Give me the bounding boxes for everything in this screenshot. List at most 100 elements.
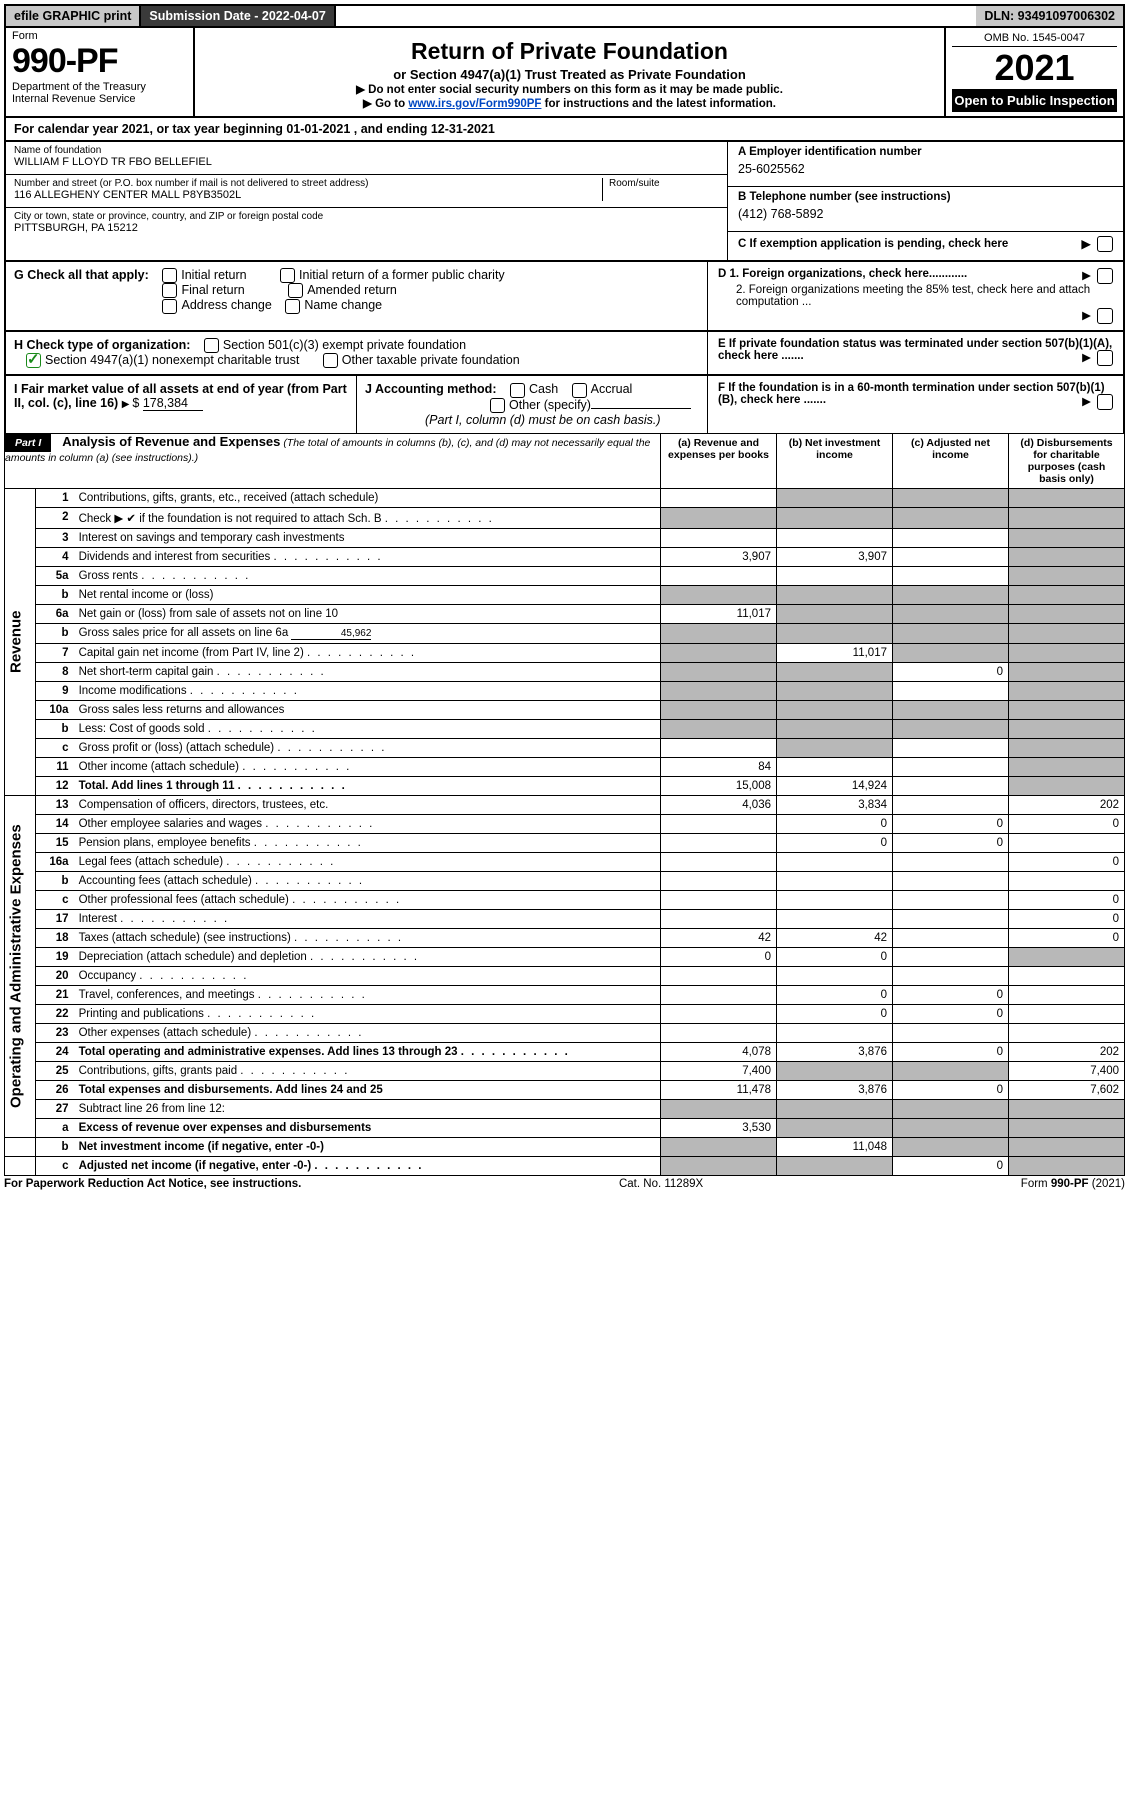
r27b-desc: Net investment income (if negative, ente… xyxy=(74,1137,661,1156)
r10b-num: b xyxy=(35,719,74,738)
r16a-d: 0 xyxy=(1009,852,1125,871)
r7-desc: Capital gain net income (from Part IV, l… xyxy=(74,643,661,662)
j-label: J Accounting method: xyxy=(365,382,496,396)
r18-b: 42 xyxy=(777,928,893,947)
g-opt-1: Final return xyxy=(181,283,244,297)
r7-b: 11,017 xyxy=(777,643,893,662)
r8-desc: Net short-term capital gain xyxy=(74,662,661,681)
footer-mid: Cat. No. 11289X xyxy=(619,1178,703,1190)
r25-desc: Contributions, gifts, grants paid xyxy=(74,1061,661,1080)
header-mid: Return of Private Foundation or Section … xyxy=(195,28,946,116)
r27c-num: c xyxy=(35,1156,74,1175)
r26-a: 11,478 xyxy=(661,1080,777,1099)
r14-c: 0 xyxy=(893,814,1009,833)
f-checkbox[interactable] xyxy=(1097,394,1113,410)
part1-table: Part I Analysis of Revenue and Expenses … xyxy=(4,433,1125,1176)
r4-b: 3,907 xyxy=(777,547,893,566)
top-bar: efile GRAPHIC print Submission Date - 20… xyxy=(4,4,1125,28)
r25-a: 7,400 xyxy=(661,1061,777,1080)
calendar-year-line: For calendar year 2021, or tax year begi… xyxy=(4,118,1125,142)
omb-number: OMB No. 1545-0047 xyxy=(952,32,1117,47)
g-final-checkbox[interactable] xyxy=(162,283,177,298)
r14-b: 0 xyxy=(777,814,893,833)
submission-date: Submission Date - 2022-04-07 xyxy=(141,6,335,26)
r13-d: 202 xyxy=(1009,795,1125,814)
col-c-header: (c) Adjusted net income xyxy=(893,433,1009,488)
j-accrual-checkbox[interactable] xyxy=(572,383,587,398)
r13-b: 3,834 xyxy=(777,795,893,814)
r24-num: 24 xyxy=(35,1042,74,1061)
h-other-checkbox[interactable] xyxy=(323,353,338,368)
g-address-checkbox[interactable] xyxy=(162,299,177,314)
r24-b: 3,876 xyxy=(777,1042,893,1061)
foundation-name: WILLIAM F LLOYD TR FBO BELLEFIEL xyxy=(14,156,719,168)
c-checkbox[interactable] xyxy=(1097,236,1113,252)
part1-title: Analysis of Revenue and Expenses xyxy=(54,434,280,449)
d1-checkbox[interactable] xyxy=(1097,268,1113,284)
form-header: Form 990-PF Department of the Treasury I… xyxy=(4,28,1125,118)
g-name-checkbox[interactable] xyxy=(285,299,300,314)
r24-c: 0 xyxy=(893,1042,1009,1061)
r15-num: 15 xyxy=(35,833,74,852)
r21-c: 0 xyxy=(893,985,1009,1004)
goto-link[interactable]: www.irs.gov/Form990PF xyxy=(408,98,541,110)
r13-a: 4,036 xyxy=(661,795,777,814)
h-4947-checkbox[interactable] xyxy=(26,353,41,368)
r18-d: 0 xyxy=(1009,928,1125,947)
entity-block: Name of foundation WILLIAM F LLOYD TR FB… xyxy=(4,142,1125,262)
r22-c: 0 xyxy=(893,1004,1009,1023)
calyear-text-b: , and ending xyxy=(350,122,431,136)
e-checkbox[interactable] xyxy=(1097,350,1113,366)
r19-b: 0 xyxy=(777,947,893,966)
r8-c: 0 xyxy=(893,662,1009,681)
goto-pre: ▶ Go to xyxy=(363,98,408,110)
section-h-row: H Check type of organization: Section 50… xyxy=(4,332,1125,376)
j-other-checkbox[interactable] xyxy=(490,398,505,413)
g-initial-checkbox[interactable] xyxy=(162,268,177,283)
footer-right: Form 990-PF (2021) xyxy=(1021,1178,1125,1190)
r2-desc: Check ▶ ✔ if the foundation is not requi… xyxy=(74,507,661,528)
name-label: Name of foundation xyxy=(14,145,719,156)
entity-left: Name of foundation WILLIAM F LLOYD TR FB… xyxy=(6,142,727,260)
r9-desc: Income modifications xyxy=(74,681,661,700)
r11-a: 84 xyxy=(661,757,777,776)
f-label: F If the foundation is in a 60-month ter… xyxy=(718,382,1105,406)
j-cash-checkbox[interactable] xyxy=(510,383,525,398)
r10a-desc: Gross sales less returns and allowances xyxy=(74,700,661,719)
tax-year: 2021 xyxy=(952,47,1117,89)
r12-a: 15,008 xyxy=(661,776,777,795)
r26-desc: Total expenses and disbursements. Add li… xyxy=(74,1080,661,1099)
r18-a: 42 xyxy=(661,928,777,947)
g-opt-4: Amended return xyxy=(307,283,397,297)
r16c-desc: Other professional fees (attach schedule… xyxy=(74,890,661,909)
d2-checkbox[interactable] xyxy=(1097,308,1113,324)
phone-label: B Telephone number (see instructions) xyxy=(738,191,1113,203)
j-note: (Part I, column (d) must be on cash basi… xyxy=(365,413,661,427)
r18-num: 18 xyxy=(35,928,74,947)
r14-d: 0 xyxy=(1009,814,1125,833)
city-label: City or town, state or province, country… xyxy=(14,211,719,222)
form-title: Return of Private Foundation xyxy=(205,38,934,65)
r6a-a: 11,017 xyxy=(661,604,777,623)
r1-num: 1 xyxy=(35,488,74,507)
form-label: Form xyxy=(12,30,187,42)
r6a-num: 6a xyxy=(35,604,74,623)
g-amended-checkbox[interactable] xyxy=(288,283,303,298)
page-footer: For Paperwork Reduction Act Notice, see … xyxy=(4,1178,1125,1190)
g-initial-former-checkbox[interactable] xyxy=(280,268,295,283)
g-label: G Check all that apply: xyxy=(14,268,149,282)
r5a-desc: Gross rents xyxy=(74,566,661,585)
r27c-desc: Adjusted net income (if negative, enter … xyxy=(74,1156,661,1175)
r21-desc: Travel, conferences, and meetings xyxy=(74,985,661,1004)
e-label: E If private foundation status was termi… xyxy=(718,338,1112,362)
h-501c3-checkbox[interactable] xyxy=(204,338,219,353)
r11-desc: Other income (attach schedule) xyxy=(74,757,661,776)
r11-num: 11 xyxy=(35,757,74,776)
r7-num: 7 xyxy=(35,643,74,662)
r16b-num: b xyxy=(35,871,74,890)
r12-b: 14,924 xyxy=(777,776,893,795)
r2-num: 2 xyxy=(35,507,74,528)
r20-num: 20 xyxy=(35,966,74,985)
r4-desc: Dividends and interest from securities xyxy=(74,547,661,566)
r16c-num: c xyxy=(35,890,74,909)
